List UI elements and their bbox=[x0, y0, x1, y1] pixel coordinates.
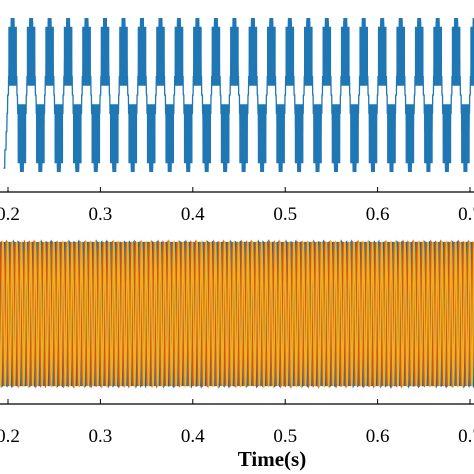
bottom-series-phase-3 bbox=[0, 239, 474, 389]
x-tick-label: 0.7 bbox=[458, 204, 474, 225]
top-series-line bbox=[3, 21, 474, 169]
top-chart-panel: 0.2 0.3 0.4 0.5 0.6 0.7 bbox=[0, 18, 474, 225]
bottom-plot-area bbox=[0, 239, 474, 389]
x-tick-label: 0.5 bbox=[273, 426, 297, 447]
top-x-axis bbox=[0, 187, 474, 193]
x-tick-label: 0.3 bbox=[89, 426, 113, 447]
top-x-tick-labels: 0.2 0.3 0.4 0.5 0.6 0.7 bbox=[0, 204, 474, 225]
x-tick-label: 0.2 bbox=[0, 426, 20, 447]
x-tick-label: 0.6 bbox=[366, 426, 390, 447]
x-axis-label: Time(s) bbox=[238, 447, 306, 471]
x-tick-label: 0.6 bbox=[366, 204, 390, 225]
x-tick-label: 0.3 bbox=[89, 204, 113, 225]
bottom-x-tick-labels: 0.2 0.3 0.4 0.5 0.6 0.7 bbox=[0, 426, 474, 447]
bottom-x-axis bbox=[0, 399, 474, 405]
x-tick-label: 0.7 bbox=[458, 426, 474, 447]
top-plot-area bbox=[3, 18, 474, 172]
x-tick-label: 0.5 bbox=[273, 204, 297, 225]
x-tick-label: 0.2 bbox=[0, 204, 20, 225]
x-tick-label: 0.4 bbox=[181, 426, 205, 447]
bottom-chart-panel: 0.2 0.3 0.4 0.5 0.6 0.7 bbox=[0, 239, 474, 447]
x-tick-label: 0.4 bbox=[181, 204, 205, 225]
